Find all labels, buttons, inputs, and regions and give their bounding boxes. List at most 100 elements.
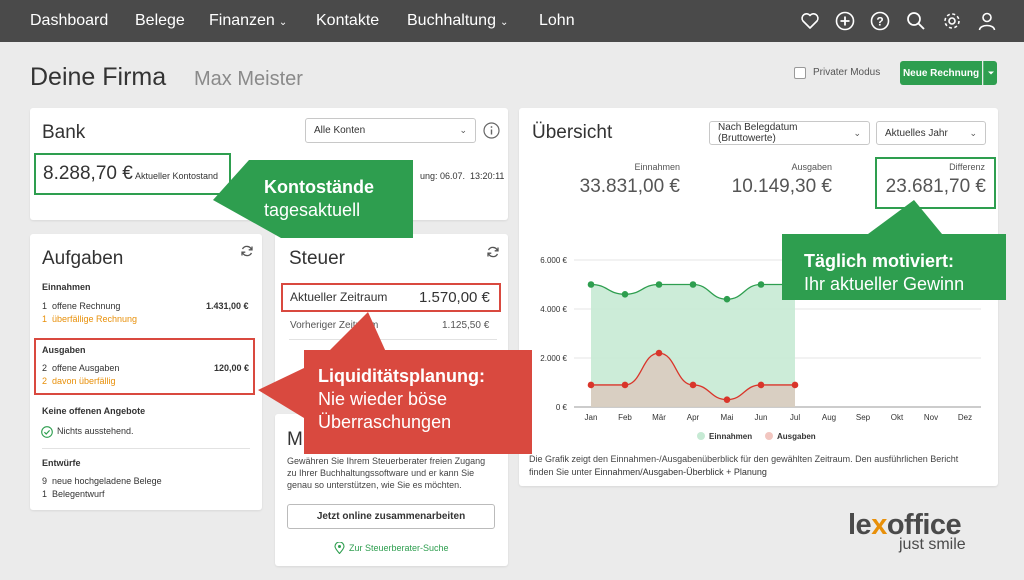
refresh-icon[interactable] <box>486 245 500 264</box>
previous-period-label: Vorheriger Zeitraum <box>290 320 379 331</box>
basis-select[interactable]: Nach Belegdatum (Bruttowerte) ⌄ <box>709 121 870 145</box>
last-update-text: ung: 06.07. 13:20:11 <box>420 171 505 181</box>
report-link[interactable]: Einnahmen/Ausgaben-Überblick + Planung <box>594 467 767 477</box>
x-tick-label: Feb <box>618 413 632 422</box>
data-point-einnahmen <box>621 291 629 298</box>
nav-belege[interactable]: Belege <box>135 12 185 29</box>
callout-bank: Kontostände tagesaktuell <box>264 176 404 222</box>
x-tick-label: Jul <box>790 413 800 422</box>
location-pin-icon <box>334 541 345 559</box>
period-select[interactable]: Aktuelles Jahr ⌄ <box>876 121 986 145</box>
callout-gain-bold: Täglich motiviert: <box>804 251 955 271</box>
receipt-draft-link[interactable]: 1 Belegentwurf <box>42 489 105 499</box>
chevron-down-icon: ⌄ <box>969 127 977 138</box>
plus-circle-icon[interactable] <box>835 11 855 31</box>
callout-bank-text: tagesaktuell <box>264 200 361 220</box>
balance-value: 8.288,70 € <box>43 163 133 184</box>
data-point-einnahmen <box>689 281 697 288</box>
help-icon[interactable]: ? <box>870 11 890 31</box>
chevron-down-icon: ⌄ <box>853 127 861 138</box>
difference-value: 23.681,70 € <box>885 176 986 197</box>
x-tick-label: Jun <box>755 413 768 422</box>
refresh-icon[interactable] <box>240 244 254 263</box>
check-circle-icon <box>41 425 53 443</box>
logo-tagline: just smile <box>899 536 966 553</box>
uploaded-receipts-link[interactable]: 9 neue hochgeladene Belege <box>42 476 162 486</box>
user-icon[interactable] <box>977 11 997 31</box>
x-tick-label: Aug <box>822 413 836 422</box>
callout-gain: Täglich motiviert: Ihr aktueller Gewinn <box>804 250 1004 296</box>
advisor-title: M <box>287 429 303 450</box>
nav-dashboard[interactable]: Dashboard <box>30 12 109 29</box>
open-expenses-amount: 120,00 € <box>214 363 250 373</box>
expense-value: 10.149,30 € <box>731 176 832 197</box>
tax-title: Steuer <box>289 248 345 269</box>
legend-swatch-ausgaben <box>765 432 773 440</box>
callout-bank-shape <box>213 160 413 238</box>
divider <box>42 448 250 449</box>
bank-title: Bank <box>42 122 86 143</box>
balance-box <box>34 153 231 195</box>
info-icon[interactable] <box>483 122 500 144</box>
data-point-einnahmen <box>723 295 731 303</box>
caret-down-icon <box>988 71 994 75</box>
nav-kontakte[interactable]: Kontakte <box>316 12 380 29</box>
overdue-invoices-link[interactable]: 1 überfällige Rechnung <box>42 314 138 324</box>
x-tick-label: Jan <box>585 413 598 422</box>
search-icon[interactable] <box>906 11 926 31</box>
callout-bank-bold: Kontostände <box>264 177 374 197</box>
x-tick-label: Nov <box>924 413 938 422</box>
nav-lohn[interactable]: Lohn <box>539 12 575 29</box>
data-point-ausgaben <box>791 381 799 389</box>
x-tick-label: Mai <box>721 413 734 422</box>
new-invoice-button[interactable]: Neue Rechnung <box>900 61 982 85</box>
y-tick-label: 2.000 € <box>540 354 567 363</box>
open-expenses-link[interactable]: 2 offene Ausgaben <box>42 363 120 373</box>
svg-text:?: ? <box>876 15 883 29</box>
user-name: Max Meister <box>194 68 303 90</box>
previous-period-amount: 1.125,50 € <box>442 320 490 331</box>
legend-label-einnahmen: Einnahmen <box>709 432 752 441</box>
legend-label-ausgaben: Ausgaben <box>777 432 816 441</box>
new-invoice-dropdown[interactable] <box>983 61 997 85</box>
collaborate-button[interactable]: Jetzt online zusammenarbeiten <box>287 504 495 529</box>
data-point-ausgaben <box>655 349 663 357</box>
nav-finanzen[interactable]: Finanzen ⌄ <box>209 12 287 30</box>
nav-buchhaltung-label: Buchhaltung <box>407 12 496 29</box>
chevron-down-icon: ⌄ <box>499 17 509 28</box>
expense-label: Ausgaben <box>791 162 832 172</box>
callout-liquidity-line3: Überraschungen <box>318 412 452 432</box>
callout-liquidity-line2: Nie wieder böse <box>318 389 448 409</box>
heart-icon[interactable] <box>800 11 820 31</box>
callout-liquidity: Liquiditätsplanung: Nie wieder böse Über… <box>318 365 526 434</box>
tasks-title: Aufgaben <box>42 248 124 269</box>
advisor-text: Gewähren Sie Ihrem Steuerberater freien … <box>287 456 486 490</box>
series-area-ausgaben <box>591 353 795 407</box>
legend-swatch-einnahmen <box>697 432 705 440</box>
period-select-value: Aktuelles Jahr <box>885 127 948 139</box>
offers-status: Nichts ausstehend. <box>57 426 134 436</box>
data-point-einnahmen <box>587 281 595 288</box>
current-period-label: Aktueller Zeitraum <box>290 290 388 304</box>
expenses-highlight-box <box>34 338 255 395</box>
overdue-expenses-link[interactable]: 2 davon überfällig <box>42 376 116 386</box>
account-select[interactable]: Alle Konten ⌄ <box>305 118 476 143</box>
callout-liquidity-shape <box>258 350 532 454</box>
account-select-value: Alle Konten <box>314 125 366 136</box>
balance-label: Aktueller Kontostand <box>135 171 219 181</box>
offers-heading: Keine offenen Angebote <box>42 406 146 416</box>
open-invoices-link[interactable]: 1 offene Rechnung <box>42 301 121 311</box>
x-tick-label: Dez <box>958 413 972 422</box>
advisor-search-link[interactable]: Zur Steuerberater-Suche <box>349 543 449 553</box>
footnote-prefix: finden Sie unter <box>529 467 595 477</box>
private-mode-checkbox[interactable] <box>794 67 806 79</box>
chart-footnote: Die Grafik zeigt den Einnahmen-/Ausgaben… <box>529 454 959 464</box>
difference-label: Differenz <box>949 162 985 172</box>
callout-gain-text: Ihr aktueller Gewinn <box>804 274 965 294</box>
nav-buchhaltung[interactable]: Buchhaltung ⌄ <box>407 12 508 30</box>
y-tick-label: 6.000 € <box>540 256 567 265</box>
data-point-ausgaben <box>757 381 765 389</box>
chart-footnote-2: finden Sie unter Einnahmen/Ausgaben-Über… <box>529 467 767 477</box>
gear-icon[interactable] <box>942 11 962 31</box>
expenses-heading: Ausgaben <box>42 345 86 355</box>
